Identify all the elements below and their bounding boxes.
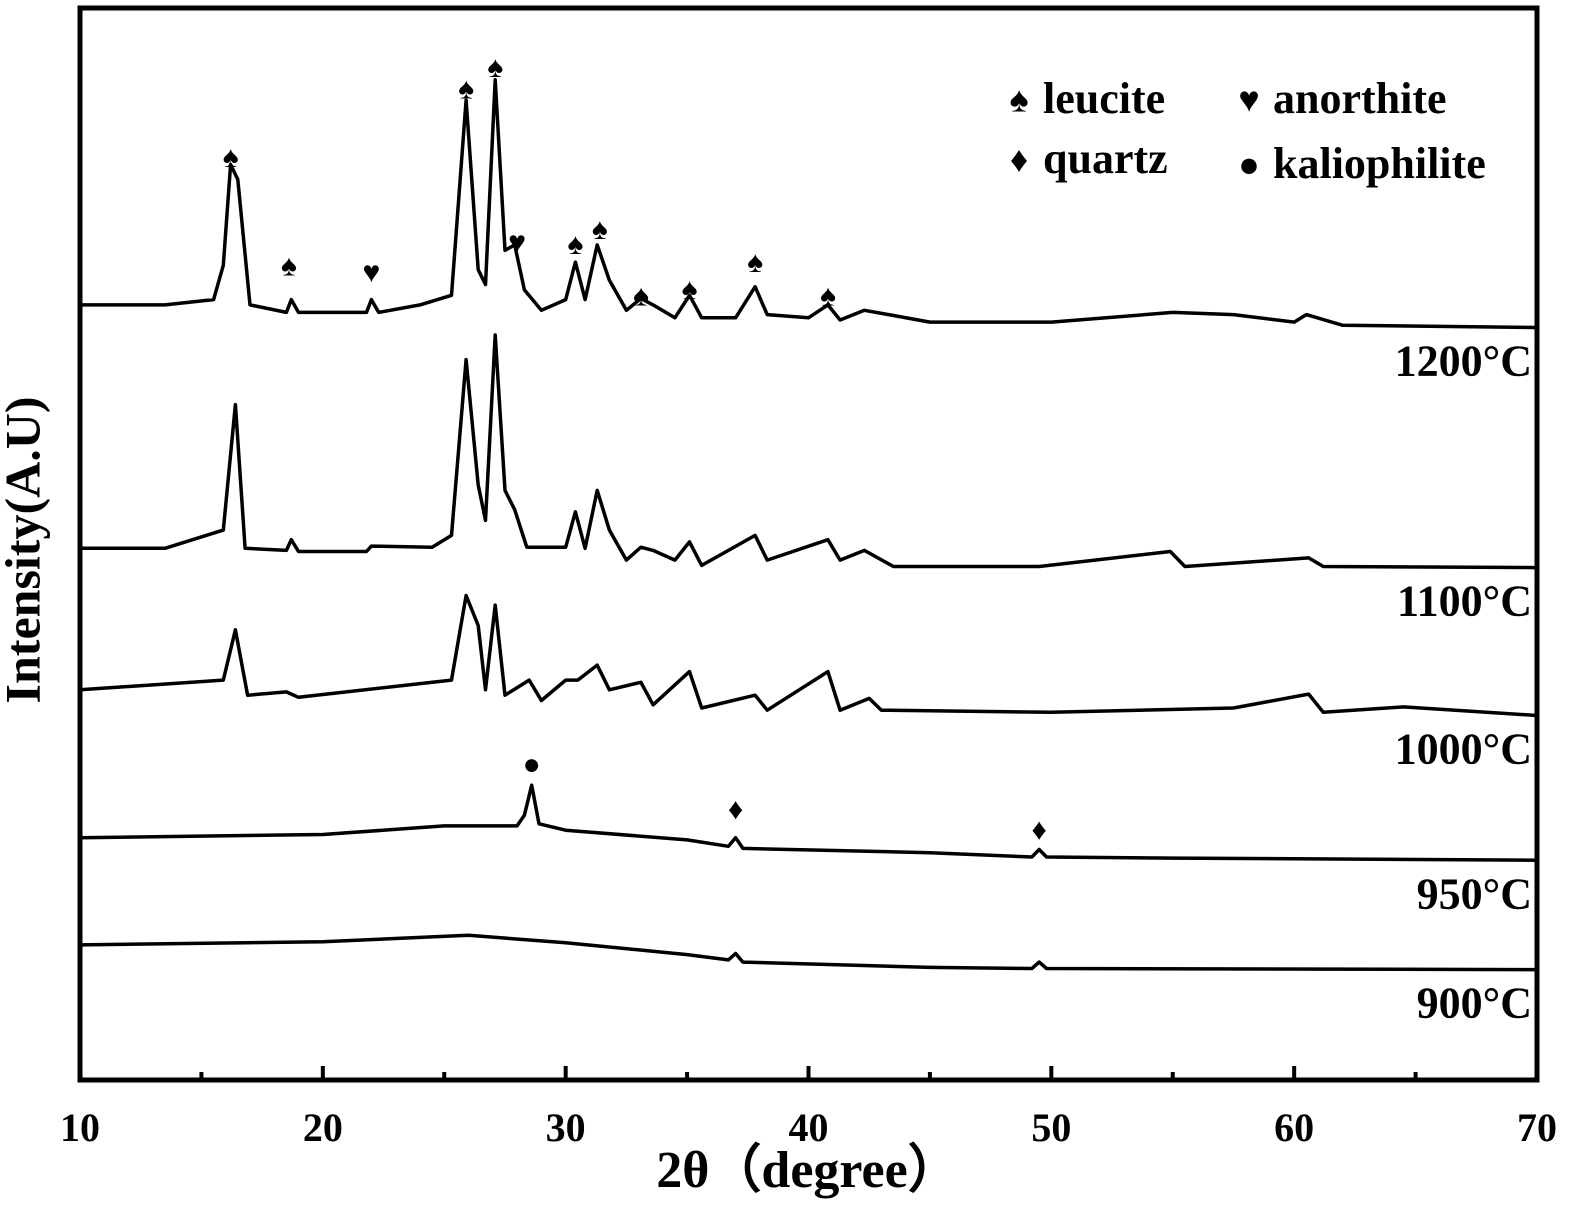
phase-marker: ♦	[1032, 813, 1047, 846]
phase-marker: ♦	[728, 793, 743, 826]
phase-marker: ♠	[592, 213, 608, 246]
x-tick-label: 70	[1517, 1105, 1557, 1150]
series-label: 1200°C	[1395, 337, 1532, 386]
phase-marker: ♠	[458, 73, 474, 106]
legend-label: leucite	[1043, 74, 1165, 123]
phase-marker: ♠	[747, 246, 763, 279]
phase-marker: ●	[523, 748, 541, 781]
x-tick-label: 10	[60, 1105, 100, 1150]
series-label: 1000°C	[1395, 725, 1532, 774]
y-axis-label: Intensity(A.U)	[0, 397, 50, 704]
series-line	[79, 933, 1538, 972]
x-tick-label: 50	[1031, 1105, 1071, 1150]
x-tick-label: 30	[546, 1105, 586, 1150]
series-line	[80, 78, 1538, 330]
series-line	[79, 593, 1538, 718]
series-label: 950°C	[1417, 869, 1532, 918]
phase-marker: ♠	[567, 228, 583, 261]
phase-marker: ♠	[820, 279, 836, 312]
legend-label: kaliophilite	[1273, 139, 1486, 188]
legend-symbol: ♠	[1009, 79, 1028, 119]
phase-marker: ♥	[362, 256, 380, 289]
legend-symbol: ♥	[1238, 79, 1259, 119]
x-tick-label: 60	[1274, 1105, 1314, 1150]
series-line	[79, 783, 1538, 862]
series-label: 1100°C	[1397, 577, 1532, 626]
x-tick-label: 40	[789, 1105, 829, 1150]
series-line	[80, 333, 1538, 570]
legend-label: anorthite	[1273, 74, 1447, 123]
phase-marker: ♠	[281, 249, 297, 282]
legend-label: quartz	[1043, 134, 1168, 183]
phase-marker: ♠	[487, 51, 503, 84]
phase-marker: ♥	[508, 226, 526, 259]
legend-symbol: ●	[1238, 144, 1260, 184]
legend-symbol: ♦	[1010, 139, 1028, 179]
x-axis-label: 2θ（degree）	[656, 1141, 959, 1199]
series-label: 900°C	[1417, 979, 1532, 1028]
x-tick-label: 20	[303, 1105, 343, 1150]
phase-marker: ♠	[633, 279, 649, 312]
phase-marker: ♠	[223, 141, 239, 174]
phase-marker: ♠	[682, 273, 698, 306]
